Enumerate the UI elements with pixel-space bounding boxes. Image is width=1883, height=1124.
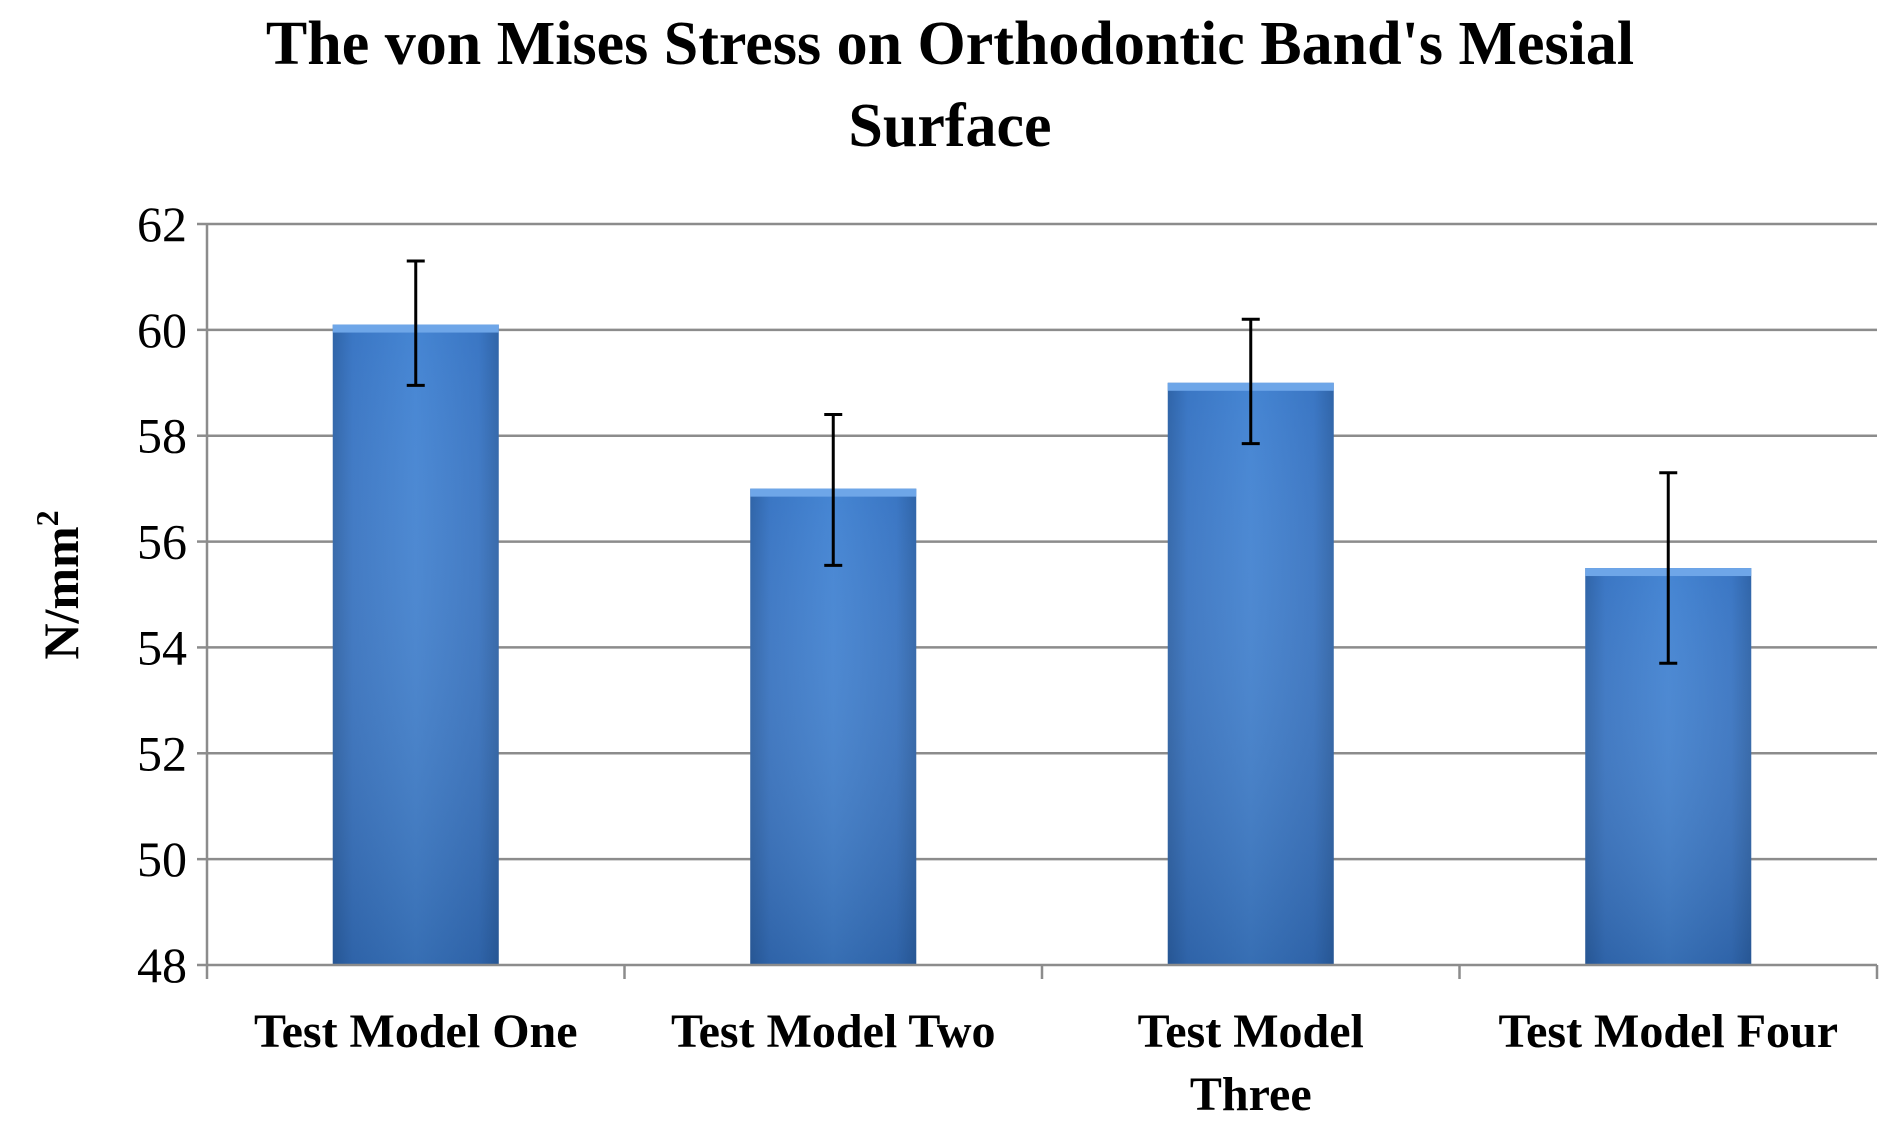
y-tick-label: 58	[137, 408, 187, 464]
bar	[332, 324, 499, 965]
x-category-label: Test Model	[1138, 1005, 1364, 1058]
bar-shade	[332, 324, 499, 965]
bars	[332, 324, 1752, 965]
y-tick-label: 56	[137, 514, 187, 570]
y-tick-label: 52	[137, 725, 187, 781]
bar	[1167, 382, 1334, 965]
error-bar	[1659, 471, 1678, 665]
error-bars	[406, 259, 1678, 665]
chart-title-line-1: The von Mises Stress on Orthodontic Band…	[266, 10, 1634, 78]
y-tick-label: 60	[137, 302, 187, 358]
bar-shade	[750, 488, 917, 965]
error-bar	[406, 259, 425, 387]
y-tick-label: 48	[137, 937, 187, 993]
error-bar	[1241, 317, 1260, 446]
x-category-label: Test Model Four	[1498, 1005, 1838, 1058]
y-axis-label-unit: N/mm	[33, 526, 89, 659]
x-axis	[205, 224, 1879, 979]
y-tick-label: 62	[137, 196, 187, 252]
chart-title-line-2: Surface	[848, 92, 1051, 160]
x-category-label: Three	[1190, 1068, 1312, 1121]
y-axis-label-superscript: 2	[29, 510, 65, 526]
error-bar	[824, 413, 843, 567]
x-category-label: Test Model Two	[671, 1005, 995, 1058]
category-labels: Test Model One Test Model Two Test Model Th…	[254, 1005, 1838, 1121]
y-axis-ticks: 48 50 52 54 56 58 60 62	[137, 196, 207, 993]
x-category-label: Test Model One	[254, 1005, 578, 1058]
y-tick-label: 50	[137, 831, 187, 887]
bar-shade	[1167, 382, 1334, 965]
y-axis-label: N/mm2	[29, 510, 89, 659]
y-tick-label: 54	[137, 619, 187, 675]
